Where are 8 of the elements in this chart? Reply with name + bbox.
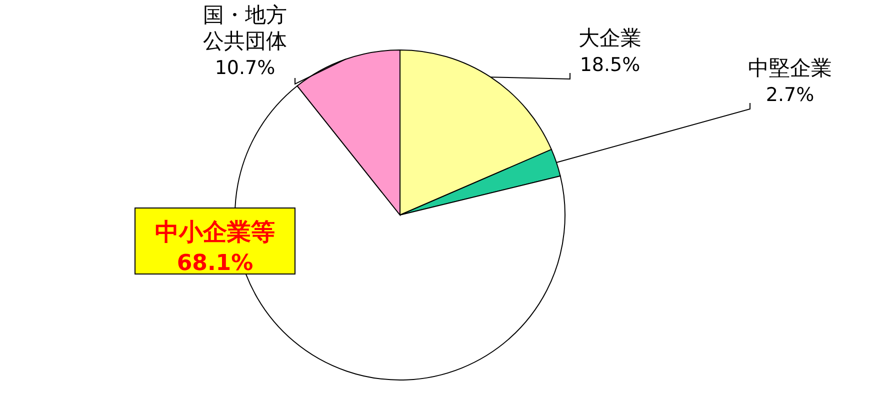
slice-label: 中小企業等	[155, 218, 275, 246]
data-label: 10.7%	[214, 57, 276, 79]
data-label: 18.5%	[580, 54, 640, 76]
data-label: 68.1%	[176, 251, 254, 276]
slice-label: 中堅企業	[747, 55, 833, 81]
data-label: 2.7%	[766, 84, 814, 106]
slice-label: 大企業	[578, 25, 642, 51]
slice-label: 国・地方公共団体	[202, 2, 288, 54]
